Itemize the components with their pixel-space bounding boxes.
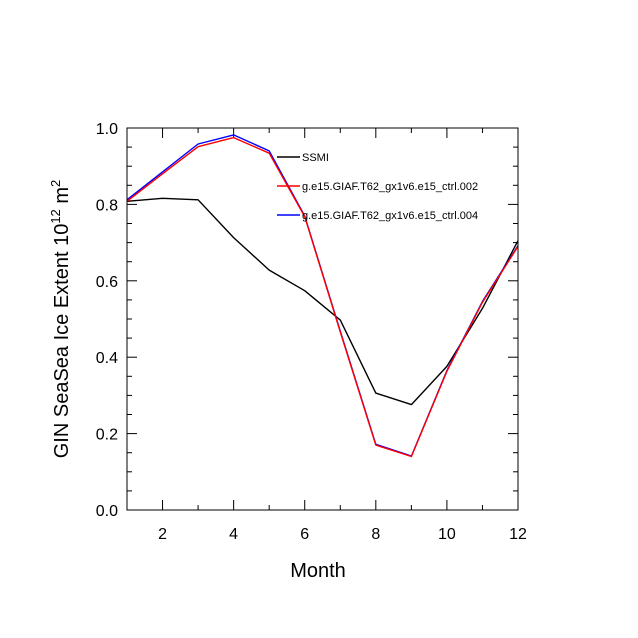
x-axis-label: Month: [290, 560, 346, 582]
x-tick-label: 10: [438, 526, 456, 543]
x-tick-label: 4: [229, 526, 238, 543]
y-tick-label: 0.6: [96, 274, 118, 291]
legend: SSMI g.e15.GIAF.T62_gx1v6.e15_ctrl.002 g.e…: [277, 152, 478, 222]
x-tick-label: 6: [300, 526, 309, 543]
series-line-1: [126, 197, 519, 406]
series-lines: [126, 134, 519, 458]
y-tick-label: 0.0: [96, 503, 118, 520]
x-tick-label: 12: [509, 526, 527, 543]
legend-label-3: g.e15.GIAF.T62_gx1v6.e15_ctrl.004: [302, 210, 478, 222]
series-line-2: [126, 136, 519, 458]
y-axis-label-unit-exponent: 2: [48, 180, 63, 187]
legend-label-1: SSMI: [302, 152, 329, 164]
y-tick-label: 0.8: [96, 197, 118, 214]
y-tick-label: 0.2: [96, 427, 118, 444]
plot-frame: [126, 127, 519, 511]
y-tick-label: 1.0: [96, 121, 118, 138]
y-axis-label-unit: m: [51, 187, 73, 209]
y-axis-label-main: GIN SeaSea Ice Extent 10: [51, 224, 73, 459]
y-tick-label: 0.4: [96, 350, 118, 367]
x-tick-label: 8: [371, 526, 380, 543]
x-tick-label: 2: [158, 526, 167, 543]
y-axis-label-exponent: 12: [48, 209, 63, 223]
legend-label-2: g.e15.GIAF.T62_gx1v6.e15_ctrl.002: [302, 181, 478, 193]
tick-labels: 2 4 6 8 10 12 0.0 0.2 0.4 0.6 0.8 1.0: [96, 121, 527, 543]
y-axis-label: GIN SeaSea Ice Extent 1012 m2: [48, 180, 73, 459]
